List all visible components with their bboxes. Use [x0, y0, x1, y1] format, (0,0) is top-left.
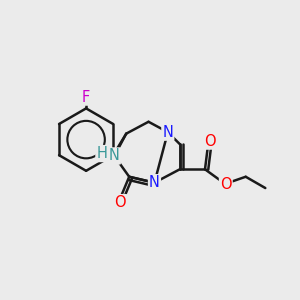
Text: O: O	[205, 134, 216, 148]
Text: O: O	[115, 195, 126, 210]
Text: N: N	[149, 175, 160, 190]
Text: O: O	[220, 177, 232, 192]
Text: H: H	[96, 146, 107, 161]
Text: N: N	[109, 148, 120, 164]
Text: F: F	[82, 90, 90, 105]
Text: N: N	[162, 125, 173, 140]
